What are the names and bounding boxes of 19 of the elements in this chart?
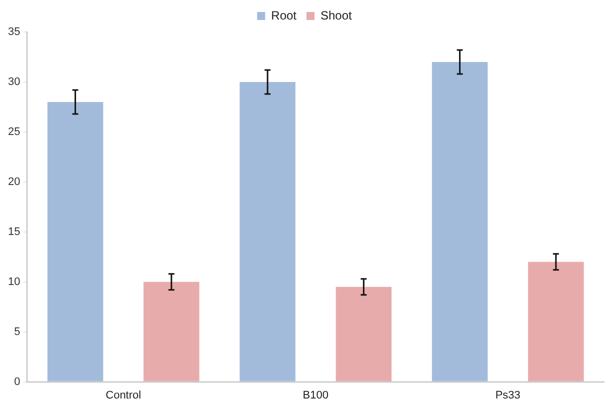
bar: [528, 262, 584, 382]
y-tick-label: 20: [8, 176, 20, 188]
y-tick-label: 10: [8, 276, 20, 288]
y-tick-label: 35: [8, 26, 20, 38]
y-tick-label: 30: [8, 76, 20, 88]
bar: [432, 62, 488, 382]
legend-label: Shoot: [320, 8, 353, 22]
y-tick-label: 25: [8, 126, 20, 138]
bar: [336, 286, 392, 382]
bar: [47, 102, 104, 382]
bar: [240, 82, 296, 382]
y-tick-label: 5: [14, 326, 20, 338]
x-tick-label: B100: [302, 389, 328, 402]
x-tick-label: Control: [106, 389, 142, 402]
x-tick-label: Ps33: [495, 389, 520, 402]
y-tick-label: 0: [14, 376, 20, 388]
y-tick-label: 15: [8, 226, 20, 238]
bar: [144, 282, 200, 382]
legend-label: Root: [271, 8, 298, 22]
